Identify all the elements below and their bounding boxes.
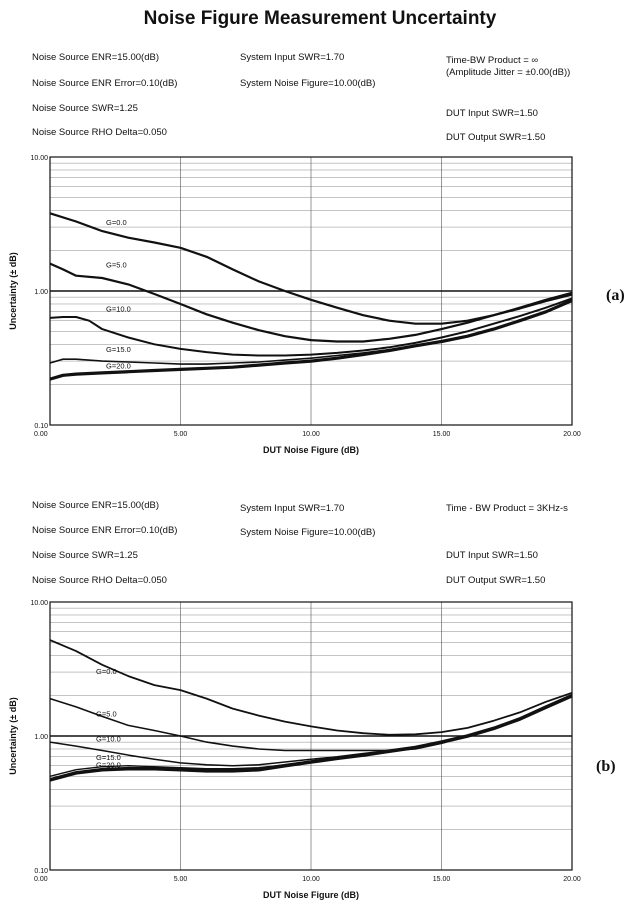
- y-tick-label: 1.00: [34, 289, 48, 296]
- y-tick-label: 10.00: [30, 600, 48, 607]
- y-tick-label: 10.00: [30, 155, 48, 162]
- y-axis-label: Uncertainty (± dB): [8, 697, 18, 774]
- page-title: Noise Figure Measurement Uncertainty: [143, 8, 497, 29]
- chart-a: 0.00 5.00 10.00 15.00 20.00 10.00 1.00 0.10 DUT …: [8, 155, 581, 455]
- param-enr-b: Noise Source ENR=15.00(dB): [32, 500, 159, 511]
- series-label: G=10.0: [106, 304, 131, 313]
- param-sys-swr-a: System Input SWR=1.70: [240, 52, 345, 63]
- x-tick-label: 20.00: [563, 431, 581, 438]
- series-label: G=15.0: [96, 753, 121, 762]
- x-tick-label: 15.00: [433, 431, 451, 438]
- series-line-g-5-0: [49, 262, 573, 343]
- x-tick-label: 20.00: [563, 876, 581, 883]
- series-line-g-20-0: [49, 299, 573, 381]
- param-enr-error-a: Noise Source ENR Error=0.10(dB): [32, 78, 178, 89]
- series-label: G=15.0: [106, 345, 131, 354]
- x-axis-label: DUT Noise Figure (dB): [263, 890, 359, 900]
- y-tick-label: 0.10: [34, 868, 48, 875]
- panel-label-a: (a): [606, 287, 625, 304]
- series-line-g-20-0: [49, 694, 573, 782]
- x-tick-label: 5.00: [174, 876, 188, 883]
- series-label: G=0.0: [96, 667, 117, 676]
- series-label: G=5.0: [106, 260, 127, 269]
- series-label: G=20.0: [96, 761, 121, 770]
- chart-b: 0.00 5.00 10.00 15.00 20.00 10.00 1.00 0.10 DUT …: [8, 600, 581, 900]
- param-sys-nf-b: System Noise Figure=10.00(dB): [240, 527, 376, 538]
- y-axis-label: Uncertainty (± dB): [8, 252, 18, 329]
- y-tick-label: 0.10: [34, 423, 48, 430]
- panel-label-b: (b): [596, 758, 616, 775]
- plot-frame: [49, 601, 573, 871]
- param-enr-a: Noise Source ENR=15.00(dB): [32, 52, 159, 63]
- param-jitter-a: (Amplitude Jitter = ±0.00(dB)): [446, 67, 571, 78]
- x-tick-label: 10.00: [302, 876, 320, 883]
- param-dut-in-a: DUT Input SWR=1.50: [446, 108, 538, 119]
- param-dut-out-a: DUT Output SWR=1.50: [446, 132, 546, 143]
- series-line-g-0-0: [49, 639, 573, 736]
- param-dut-out-b: DUT Output SWR=1.50: [446, 575, 546, 586]
- x-tick-label: 5.00: [174, 431, 188, 438]
- param-sys-nf-a: System Noise Figure=10.00(dB): [240, 78, 376, 89]
- param-rho-delta-a: Noise Source RHO Delta=0.050: [32, 127, 167, 138]
- series-label: G=5.0: [96, 710, 117, 719]
- y-tick-label: 1.00: [34, 734, 48, 741]
- param-tbw-a: Time-BW Product = ∞: [446, 55, 539, 66]
- series-label: G=20.0: [106, 362, 131, 371]
- plot-frame: [49, 156, 573, 426]
- param-rho-delta-b: Noise Source RHO Delta=0.050: [32, 575, 167, 586]
- param-sys-swr-b: System Input SWR=1.70: [240, 503, 345, 514]
- x-axis-label: DUT Noise Figure (dB): [263, 445, 359, 455]
- param-enr-error-b: Noise Source ENR Error=0.10(dB): [32, 525, 178, 536]
- series-line-g-10-0: [49, 297, 573, 357]
- param-tbw-b: Time - BW Product = 3KHz-s: [446, 503, 568, 514]
- x-tick-label: 0.00: [34, 431, 48, 438]
- param-dut-in-b: DUT Input SWR=1.50: [446, 550, 538, 561]
- x-tick-label: 15.00: [433, 876, 451, 883]
- series-label: G=0.0: [106, 218, 127, 227]
- param-ns-swr-a: Noise Source SWR=1.25: [32, 103, 138, 114]
- param-ns-swr-b: Noise Source SWR=1.25: [32, 550, 138, 561]
- series-label: G=10.0: [96, 734, 121, 743]
- x-tick-label: 10.00: [302, 431, 320, 438]
- x-tick-label: 0.00: [34, 876, 48, 883]
